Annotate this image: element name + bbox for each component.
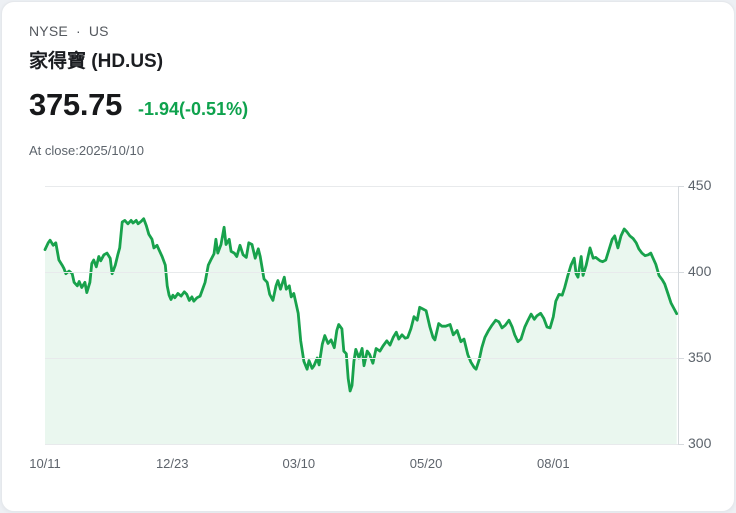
gridline-450: [45, 185, 678, 187]
gridline-300: [45, 443, 678, 445]
y-tick-label-350: 350: [688, 349, 712, 365]
exchange-label: NYSE: [29, 23, 68, 39]
y-axis-line: [678, 186, 679, 444]
price-change: -1.94(-0.51%): [138, 99, 249, 119]
y-axis-tick-350: [678, 357, 684, 359]
stock-title: 家得寶 (HD.US): [29, 51, 164, 72]
gridline-350: [45, 357, 678, 359]
last-price: 375.75: [29, 87, 123, 122]
exchange-separator-dot-icon: ·: [75, 23, 81, 39]
y-axis-tick-450: [678, 185, 684, 187]
x-tick-label-03/10: 03/10: [282, 456, 316, 471]
gridline-400: [45, 271, 678, 273]
close-timestamp: At close:2025/10/10: [29, 143, 144, 158]
x-tick-label-05/20: 05/20: [409, 456, 443, 471]
area-fill: [45, 218, 677, 444]
y-axis-tick-300: [678, 443, 684, 445]
price-line: [43, 217, 679, 393]
x-tick-label-08/01: 08/01: [537, 456, 570, 471]
chart-plot-area[interactable]: [43, 186, 679, 444]
region-label: US: [88, 23, 109, 39]
y-tick-label-300: 300: [688, 435, 712, 451]
y-axis-tick-400: [678, 271, 684, 273]
exchange-row: NYSE · US: [29, 23, 109, 39]
price-row: 375.75 -1.94(-0.51%): [29, 87, 248, 123]
y-tick-label-400: 400: [688, 263, 712, 279]
x-tick-label-12/23: 12/23: [155, 456, 189, 471]
x-tick-label-10/11: 10/11: [29, 456, 61, 471]
y-tick-label-450: 450: [688, 177, 712, 193]
